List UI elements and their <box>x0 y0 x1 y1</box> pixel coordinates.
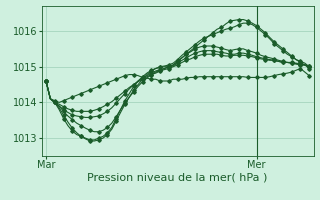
X-axis label: Pression niveau de la mer( hPa ): Pression niveau de la mer( hPa ) <box>87 173 268 183</box>
